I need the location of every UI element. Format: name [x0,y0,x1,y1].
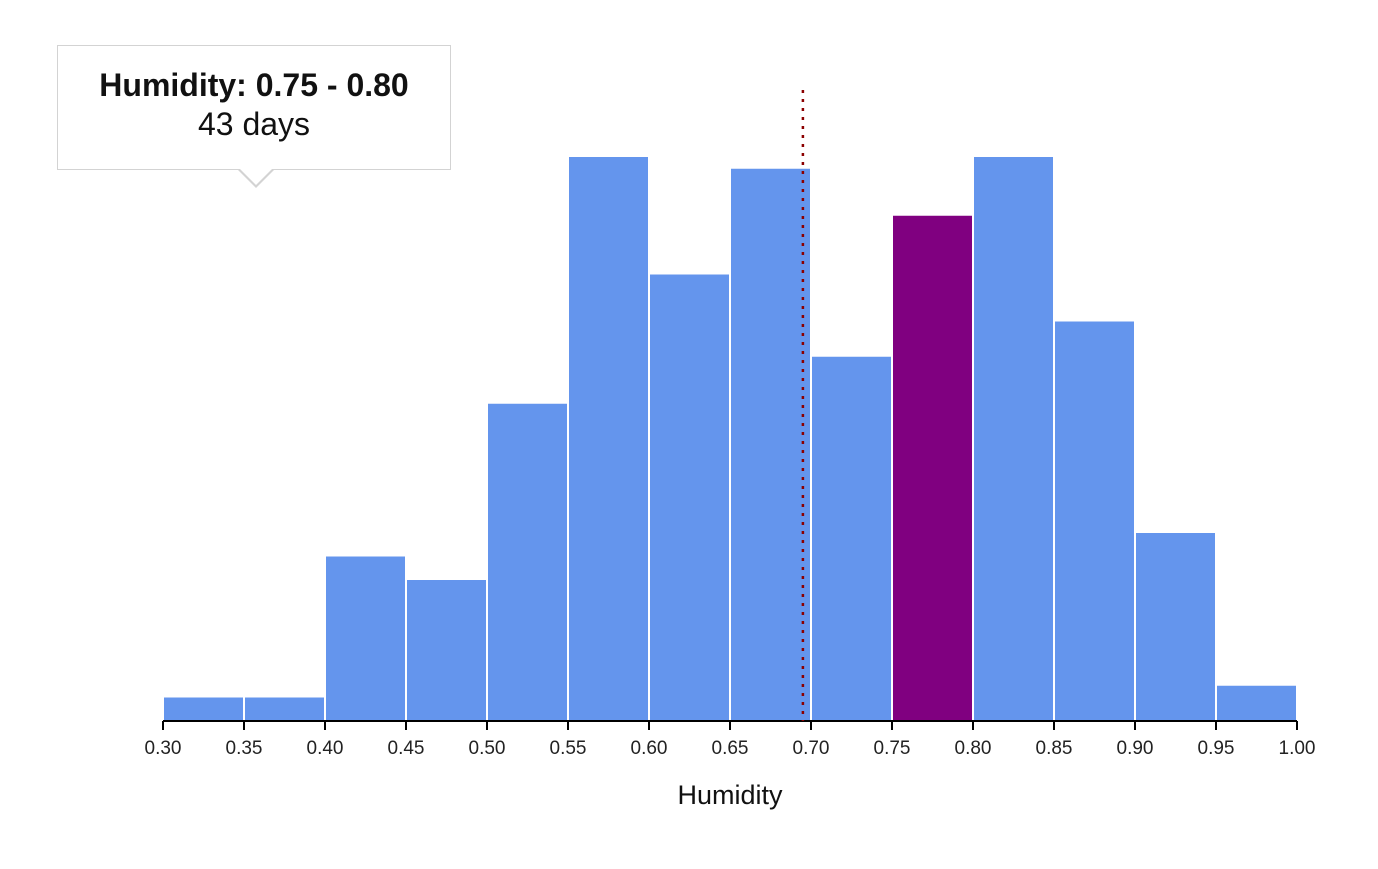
x-axis: 0.30 0.35 0.40 0.45 0.50 0.55 0.60 0.65 0.70 0.75… [145,720,1316,759]
x-tick-label: 0.95 [1198,738,1235,759]
bin-tooltip: Humidity: 0.75 - 0.80 43 days [57,45,451,188]
histogram-bar[interactable] [488,403,567,721]
x-tick-label: 0.30 [145,738,182,759]
histogram-bar[interactable] [731,168,810,721]
x-tick-label: 0.90 [1117,738,1154,759]
x-tick-label: 0.85 [1036,738,1073,759]
histogram-bar-highlighted[interactable] [893,215,972,721]
x-tick-label: 0.50 [469,738,506,759]
x-axis-title: Humidity [677,780,783,810]
x-tick-label: 0.70 [793,738,830,759]
tooltip-value: 43 days [197,106,311,142]
x-tick-label: 0.55 [550,738,587,759]
x-tick-label: 0.60 [631,738,668,759]
histogram-bar[interactable] [326,556,405,722]
x-tick-label: 1.00 [1279,738,1316,759]
histogram-bar[interactable] [569,157,648,721]
histogram-bar[interactable] [812,356,891,721]
x-tick-label: 0.75 [874,738,911,759]
histogram-bar[interactable] [245,697,324,722]
histogram-bars [164,157,1296,721]
x-tick-label: 0.35 [226,738,263,759]
histogram-bar[interactable] [1055,321,1134,722]
histogram-bar[interactable] [1217,685,1296,721]
x-tick-label: 0.40 [307,738,344,759]
histogram-bar[interactable] [1136,533,1215,721]
x-tick-label: 0.80 [955,738,992,759]
histogram-bar[interactable] [407,580,486,721]
histogram-bar[interactable] [974,157,1053,721]
histogram-bar[interactable] [650,274,729,722]
histogram-bar[interactable] [164,697,243,722]
x-tick-label: 0.65 [712,738,749,759]
tooltip-title: Humidity: 0.75 - 0.80 [99,67,409,103]
x-tick-label: 0.45 [388,738,425,759]
